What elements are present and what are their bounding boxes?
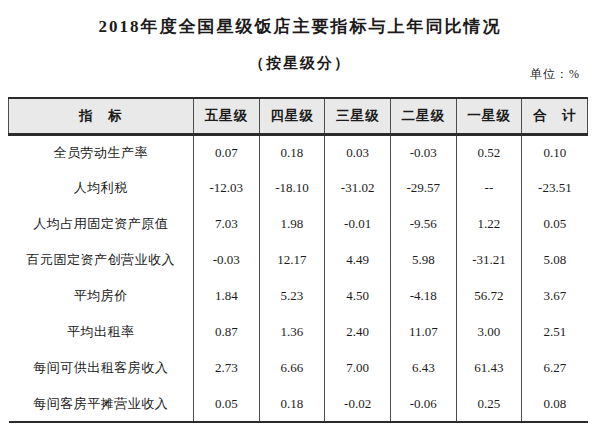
- value-cell: 3.00: [456, 314, 522, 350]
- value-cell: 5.23: [259, 278, 325, 314]
- row-label: 百元固定资产创营业收入: [9, 242, 194, 278]
- value-cell: 4.50: [325, 278, 391, 314]
- value-cell: 4.49: [325, 242, 391, 278]
- value-cell: -29.57: [390, 170, 456, 206]
- value-cell: 6.27: [522, 350, 588, 386]
- header-cell-2: 四星级: [259, 98, 325, 134]
- row-label: 每间客房平摊营业收入: [9, 386, 194, 422]
- value-cell: -12.03: [194, 170, 260, 206]
- header-cell-4: 二星级: [390, 98, 456, 134]
- value-cell: 1.98: [259, 206, 325, 242]
- value-cell: 7.03: [194, 206, 260, 242]
- value-cell: 0.05: [194, 386, 260, 422]
- value-cell: 1.36: [259, 314, 325, 350]
- table-row: 全员劳动生产率0.070.180.03-0.030.520.10: [9, 134, 588, 170]
- value-cell: 2.73: [194, 350, 260, 386]
- value-cell: -18.10: [259, 170, 325, 206]
- value-cell: -0.03: [390, 134, 456, 170]
- table-row: 百元固定资产创营业收入-0.0312.174.495.98-31.215.08: [9, 242, 588, 278]
- table-row: 每间可供出租客房收入2.736.667.006.4361.436.27: [9, 350, 588, 386]
- header-cell-1: 五星级: [194, 98, 260, 134]
- row-label: 平均房价: [9, 278, 194, 314]
- table-header-row: 指 标五星级四星级三星级二星级一星级合 计: [9, 98, 588, 134]
- value-cell: 0.18: [259, 386, 325, 422]
- value-cell: 0.18: [259, 134, 325, 170]
- row-label: 每间可供出租客房收入: [9, 350, 194, 386]
- row-label: 人均占用固定资产原值: [9, 206, 194, 242]
- value-cell: -31.02: [325, 170, 391, 206]
- value-cell: 3.67: [522, 278, 588, 314]
- value-cell: -0.03: [194, 242, 260, 278]
- value-cell: 61.43: [456, 350, 522, 386]
- table-row: 人均占用固定资产原值7.031.98-0.01-9.561.220.05: [9, 206, 588, 242]
- table-row: 每间客房平摊营业收入0.050.18-0.02-0.060.250.08: [9, 386, 588, 422]
- value-cell: --: [456, 170, 522, 206]
- value-cell: -4.18: [390, 278, 456, 314]
- value-cell: 0.87: [194, 314, 260, 350]
- table-row: 平均出租率0.871.362.4011.073.002.51: [9, 314, 588, 350]
- value-cell: 0.08: [522, 386, 588, 422]
- value-cell: -0.02: [325, 386, 391, 422]
- indicators-table: 指 标五星级四星级三星级二星级一星级合 计 全员劳动生产率0.070.180.0…: [8, 97, 588, 423]
- value-cell: 11.07: [390, 314, 456, 350]
- value-cell: 1.22: [456, 206, 522, 242]
- value-cell: 5.98: [390, 242, 456, 278]
- value-cell: 6.43: [390, 350, 456, 386]
- header-cell-indicator: 指 标: [9, 98, 194, 134]
- value-cell: -0.06: [390, 386, 456, 422]
- value-cell: 5.08: [522, 242, 588, 278]
- value-cell: -0.01: [325, 206, 391, 242]
- value-cell: 12.17: [259, 242, 325, 278]
- page-subtitle: （按星级分）: [0, 54, 600, 73]
- header-cell-3: 三星级: [325, 98, 391, 134]
- value-cell: 2.51: [522, 314, 588, 350]
- value-cell: -31.21: [456, 242, 522, 278]
- value-cell: 0.25: [456, 386, 522, 422]
- header-cell-6: 合 计: [522, 98, 588, 134]
- value-cell: 0.10: [522, 134, 588, 170]
- value-cell: -23.51: [522, 170, 588, 206]
- table-row: 平均房价1.845.234.50-4.1856.723.67: [9, 278, 588, 314]
- value-cell: 0.52: [456, 134, 522, 170]
- value-cell: 0.03: [325, 134, 391, 170]
- value-cell: 6.66: [259, 350, 325, 386]
- page-title: 2018年度全国星级饭店主要指标与上年同比情况: [0, 15, 600, 38]
- unit-label: 单位：%: [530, 66, 580, 83]
- header-cell-5: 一星级: [456, 98, 522, 134]
- row-label: 人均利税: [9, 170, 194, 206]
- table-row: 人均利税-12.03-18.10-31.02-29.57---23.51: [9, 170, 588, 206]
- value-cell: -9.56: [390, 206, 456, 242]
- value-cell: 56.72: [456, 278, 522, 314]
- value-cell: 1.84: [194, 278, 260, 314]
- value-cell: 0.07: [194, 134, 260, 170]
- row-label: 全员劳动生产率: [9, 134, 194, 170]
- row-label: 平均出租率: [9, 314, 194, 350]
- value-cell: 2.40: [325, 314, 391, 350]
- value-cell: 0.05: [522, 206, 588, 242]
- value-cell: 7.00: [325, 350, 391, 386]
